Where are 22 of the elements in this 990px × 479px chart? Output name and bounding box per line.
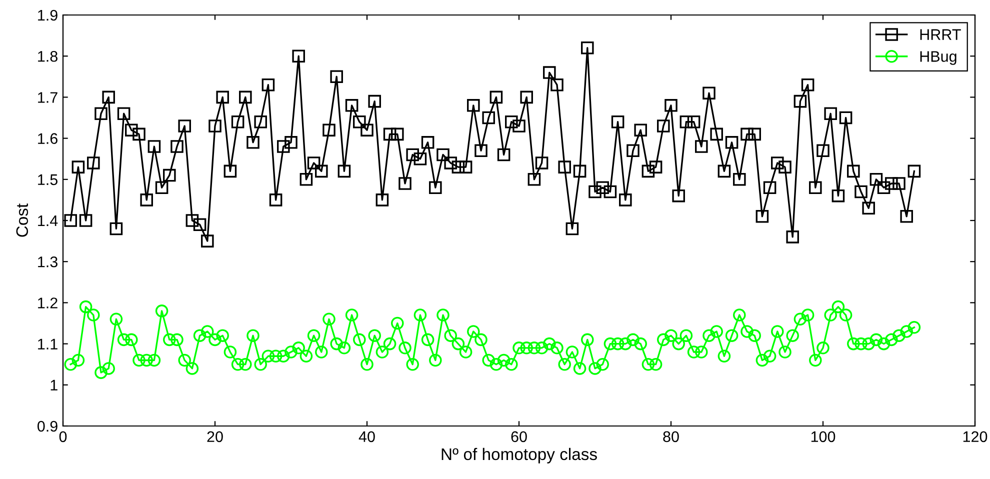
y-tick-label: 1.4 [38, 216, 58, 226]
x-tick-label: 80 [663, 431, 679, 442]
y-tick-label: 1.2 [38, 298, 58, 308]
y-tick-label: 1.6 [38, 133, 58, 144]
y-tick-label: 1.3 [38, 256, 58, 268]
y-tick-label: 1.1 [38, 338, 58, 350]
y-tick-label: 0.9 [38, 420, 58, 432]
x-tick-label: 120 [963, 431, 988, 442]
y-tick-label: 1 [50, 380, 58, 390]
x-axis-title: Nº of homotopy class [442, 448, 597, 464]
x-tick-label: 20 [207, 431, 223, 442]
legend-label: HRRT [920, 29, 961, 40]
y-tick-label: 1.9 [38, 10, 58, 21]
x-tick-label: 100 [811, 431, 836, 442]
x-tick-label: 0 [59, 431, 67, 442]
x-tick-label: 60 [511, 431, 527, 442]
legend-label: HBug [920, 51, 956, 65]
x-tick-label: 40 [358, 431, 375, 442]
y-tick-label: 1.5 [38, 174, 58, 186]
y-tick-label: 1.7 [38, 92, 58, 103]
y-tick-label: 1.8 [38, 50, 58, 62]
y-axis-title: Cost [16, 203, 28, 237]
